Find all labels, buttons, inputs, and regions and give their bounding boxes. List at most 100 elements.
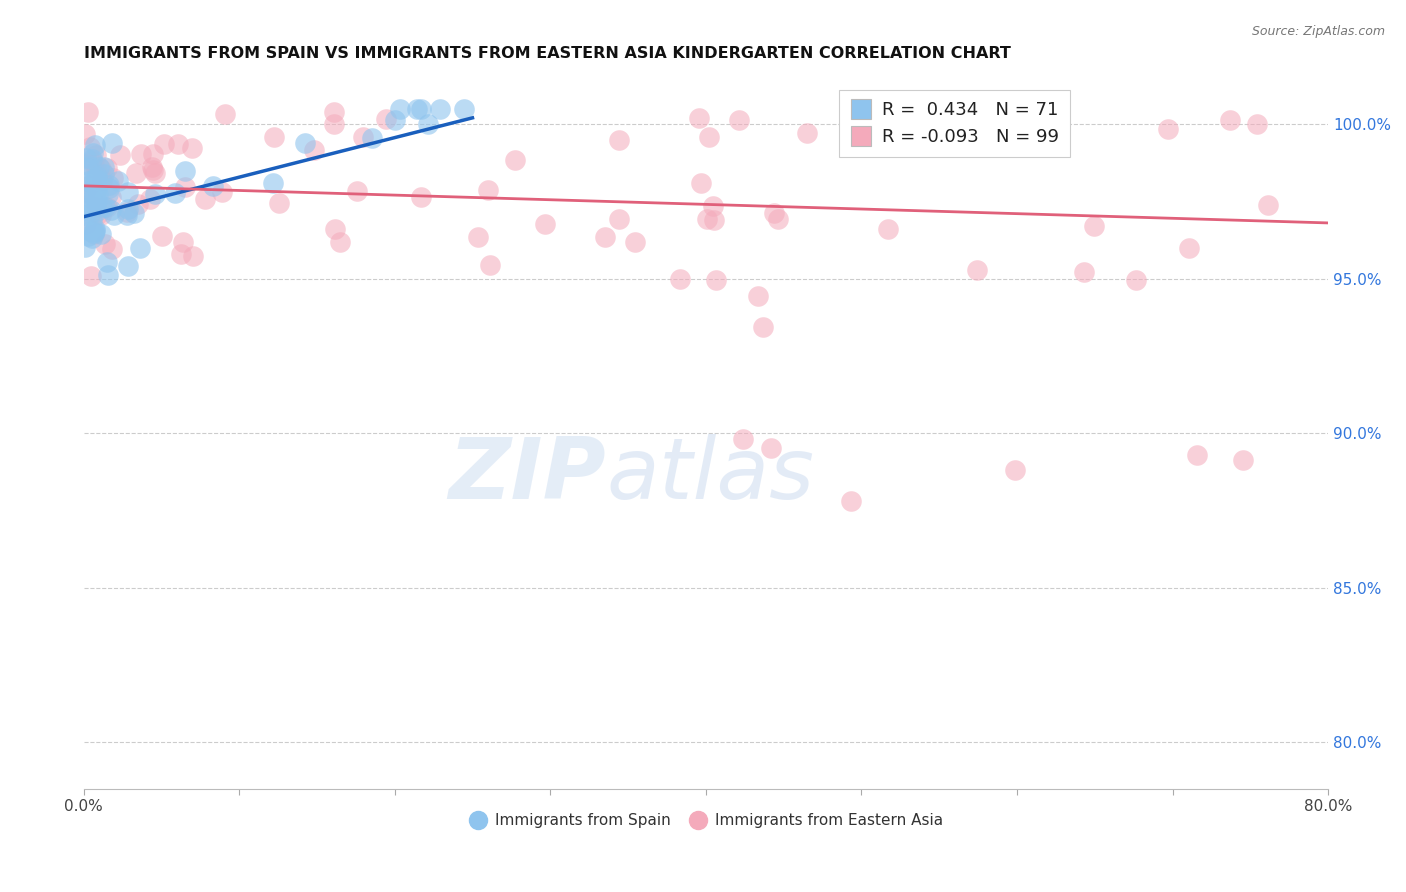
Point	[503, 153, 526, 167]
Point	[96, 161, 118, 176]
Point	[80, 231, 103, 245]
Point	[100, 189, 122, 203]
Point	[1246, 117, 1268, 131]
Point	[477, 183, 499, 197]
Point	[839, 493, 862, 508]
Point	[93, 168, 115, 182]
Point	[86, 203, 108, 218]
Point	[79, 140, 101, 154]
Point	[103, 171, 125, 186]
Point	[75, 201, 97, 215]
Point	[294, 136, 316, 150]
Point	[142, 147, 165, 161]
Point	[97, 186, 120, 201]
Point	[82, 193, 104, 207]
Point	[165, 186, 187, 201]
Point	[143, 166, 166, 180]
Point	[84, 175, 107, 189]
Point	[93, 236, 115, 251]
Point	[83, 138, 105, 153]
Point	[79, 207, 101, 221]
Point	[352, 130, 374, 145]
Point	[79, 224, 101, 238]
Point	[323, 222, 346, 236]
Point	[75, 186, 97, 200]
Point	[84, 148, 107, 162]
Point	[751, 319, 773, 334]
Point	[90, 174, 112, 188]
Point	[194, 192, 217, 206]
Point	[409, 189, 432, 203]
Point	[80, 268, 103, 283]
Point	[79, 186, 101, 201]
Point	[115, 208, 138, 222]
Point	[418, 116, 440, 130]
Point	[411, 102, 433, 116]
Point	[183, 249, 205, 263]
Point	[1125, 273, 1147, 287]
Point	[267, 196, 290, 211]
Point	[323, 104, 346, 119]
Point	[75, 157, 97, 171]
Point	[688, 111, 710, 125]
Point	[83, 224, 105, 238]
Point	[302, 143, 325, 157]
Point	[122, 206, 145, 220]
Point	[181, 141, 204, 155]
Point	[747, 288, 769, 302]
Point	[77, 104, 100, 119]
Point	[75, 128, 97, 142]
Point	[97, 268, 120, 283]
Point	[124, 166, 146, 180]
Point	[87, 173, 110, 187]
Point	[593, 229, 616, 244]
Point	[83, 225, 105, 239]
Point	[346, 184, 368, 198]
Point	[84, 194, 107, 209]
Point	[263, 130, 285, 145]
Point	[1004, 463, 1026, 477]
Point	[624, 235, 647, 249]
Point	[201, 178, 224, 193]
Point	[84, 161, 107, 176]
Point	[91, 200, 114, 214]
Point	[97, 178, 120, 192]
Point	[90, 227, 112, 241]
Point	[1257, 197, 1279, 211]
Point	[80, 154, 103, 169]
Point	[75, 240, 97, 254]
Point	[100, 202, 122, 217]
Point	[87, 186, 110, 201]
Point	[83, 227, 105, 241]
Point	[141, 161, 163, 175]
Point	[83, 157, 105, 171]
Point	[96, 255, 118, 269]
Point	[152, 136, 174, 151]
Point	[166, 136, 188, 151]
Point	[329, 235, 352, 250]
Point	[467, 230, 489, 244]
Point	[1157, 121, 1180, 136]
Point	[128, 241, 150, 255]
Point	[75, 217, 97, 231]
Point	[699, 129, 721, 144]
Point	[98, 181, 121, 195]
Point	[90, 208, 112, 222]
Point	[77, 229, 100, 244]
Point	[696, 212, 718, 227]
Point	[877, 222, 900, 236]
Point	[453, 102, 475, 116]
Point	[607, 133, 630, 147]
Point	[139, 192, 162, 206]
Point	[262, 176, 284, 190]
Point	[101, 242, 124, 256]
Point	[86, 169, 108, 183]
Point	[91, 173, 114, 187]
Point	[83, 187, 105, 202]
Point	[96, 200, 118, 214]
Point	[84, 174, 107, 188]
Point	[706, 273, 728, 287]
Point	[127, 197, 149, 211]
Text: Source: ZipAtlas.com: Source: ZipAtlas.com	[1251, 25, 1385, 38]
Point	[966, 263, 988, 277]
